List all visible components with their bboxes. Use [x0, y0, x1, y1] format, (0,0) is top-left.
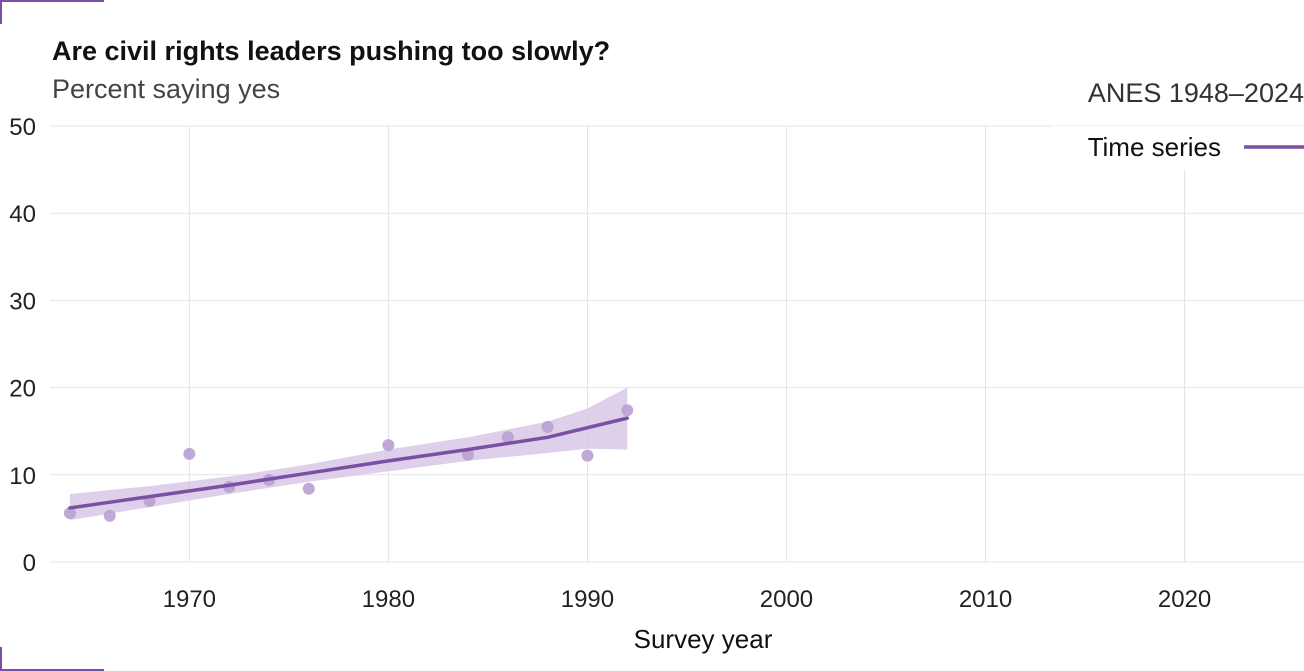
data-point	[183, 447, 196, 460]
data-point	[581, 449, 594, 462]
y-tick-label: 20	[9, 376, 36, 403]
x-tick-label: 2010	[959, 586, 1012, 613]
data-point	[462, 448, 474, 461]
chart-title: Are civil rights leaders pushing too slo…	[52, 36, 611, 66]
data-point	[541, 420, 554, 433]
data-point	[621, 404, 634, 417]
x-tick-label: 2020	[1158, 586, 1211, 613]
legend-label: Time series	[1088, 132, 1221, 162]
data-point	[382, 439, 395, 452]
data-point	[103, 509, 116, 522]
data-point	[302, 482, 315, 495]
x-tick-label: 1970	[163, 586, 216, 613]
y-tick-label: 50	[9, 114, 36, 141]
trend-line	[68, 416, 629, 510]
y-tick-label: 10	[9, 463, 36, 490]
x-tick-label: 2000	[760, 586, 813, 613]
y-tick-label: 0	[23, 550, 36, 577]
x-axis-label: Survey year	[634, 624, 773, 654]
data-point	[63, 507, 76, 520]
source-label: ANES 1948–2024	[1087, 78, 1304, 108]
x-tick-label: 1980	[362, 586, 415, 613]
y-tick-label: 40	[9, 201, 36, 228]
x-tick-label: 1990	[561, 586, 614, 613]
corner-frame-top	[0, 0, 104, 24]
corner-frame-bottom	[0, 647, 104, 671]
chart-subtitle: Percent saying yes	[52, 74, 281, 104]
y-tick-label: 30	[9, 288, 36, 315]
data-point	[501, 431, 514, 444]
